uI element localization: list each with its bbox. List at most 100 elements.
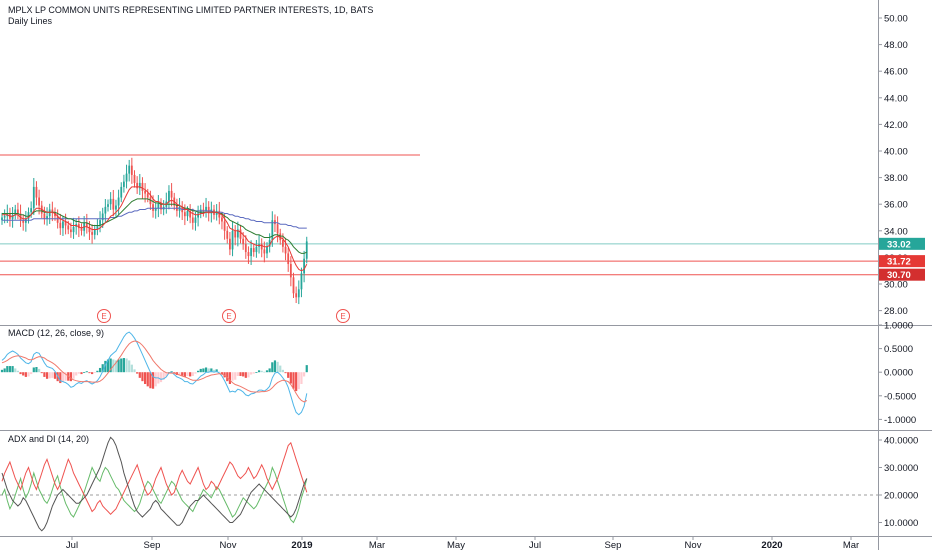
candle-body <box>218 210 221 218</box>
candle-body <box>186 210 189 217</box>
candle-body <box>202 209 205 211</box>
candle-body <box>11 214 14 219</box>
chart-title: MPLX LP COMMON UNITS REPRESENTING LIMITE… <box>8 5 374 15</box>
candle-body <box>236 229 239 238</box>
candle-body <box>215 210 218 215</box>
candle-body <box>168 190 170 202</box>
macd-histogram-bar <box>239 372 242 376</box>
candle-body <box>128 165 131 174</box>
macd-histogram-bar <box>159 372 163 383</box>
candle-body <box>239 229 242 239</box>
macd-histogram-bar <box>276 361 279 373</box>
macd-histogram-bar <box>24 372 27 377</box>
macd-histogram-bar <box>40 372 43 374</box>
candle-body <box>276 224 279 234</box>
macd-histogram-bar <box>38 368 41 373</box>
earnings-marker <box>97 309 111 323</box>
macd-tick-label: -0.5000 <box>884 391 916 402</box>
macd-histogram-bar <box>106 359 110 373</box>
di-minus-line <box>1 441 308 516</box>
macd-histogram-bar <box>43 372 46 377</box>
macd-histogram-bar <box>234 372 237 380</box>
candle-body <box>250 248 252 257</box>
macd-histogram-bar <box>53 372 57 379</box>
candle-body <box>191 217 194 223</box>
candle-body <box>51 209 54 213</box>
candle-body <box>229 238 231 250</box>
macd-histogram-bar <box>141 372 144 382</box>
macd-histogram-bar <box>165 372 168 377</box>
candle-body <box>117 197 120 206</box>
candle-body <box>226 230 229 239</box>
macd-histogram-bar <box>252 372 255 374</box>
candle-body <box>46 216 48 219</box>
macd-histogram-bar <box>3 368 6 373</box>
macd-histogram-bar <box>125 358 128 373</box>
candle-body <box>96 225 99 230</box>
macd-histogram-bar <box>120 358 123 373</box>
macd-tick-label: 1.0000 <box>884 321 913 332</box>
macd-histogram-bar <box>14 368 17 373</box>
candle-body <box>67 225 70 230</box>
candle-body <box>1 217 3 221</box>
macd-histogram-bar <box>305 365 308 373</box>
candle-body <box>56 216 59 223</box>
macd-histogram-bar <box>48 372 51 379</box>
candle-body <box>247 252 250 257</box>
macd-histogram-bar <box>223 372 226 378</box>
macd-histogram-bar <box>19 372 22 375</box>
macd-histogram-bar <box>75 372 78 376</box>
candle-body <box>17 209 19 214</box>
macd-histogram-bar <box>130 364 133 373</box>
macd-histogram-bar <box>88 372 91 374</box>
candle-body <box>130 165 133 175</box>
price-tick-label: 28.00 <box>884 306 908 317</box>
candle-body <box>287 253 290 265</box>
candle-body <box>112 198 115 210</box>
macd-histogram-bar <box>64 372 67 381</box>
macd-histogram-bar <box>263 371 266 373</box>
adx-tick-label: 30.0000 <box>884 463 918 474</box>
macd-histogram-bar <box>242 372 245 377</box>
candle-body <box>223 221 226 231</box>
candle-body <box>183 212 186 217</box>
macd-histogram-bar <box>189 372 192 377</box>
earnings-marker <box>222 309 236 323</box>
candle-body <box>260 244 263 250</box>
macd-histogram-bar <box>109 358 112 373</box>
macd-histogram-bar <box>128 360 131 373</box>
candle-body <box>289 264 292 278</box>
earnings-marker <box>336 309 350 323</box>
macd-histogram-bar <box>61 372 65 382</box>
time-tick-label: Sep <box>144 540 161 550</box>
time-tick-label: 2019 <box>291 540 312 550</box>
candle-body <box>274 220 276 225</box>
candle-body <box>107 204 109 207</box>
candle-body <box>244 244 247 253</box>
macd-histogram-bar <box>279 365 282 373</box>
earnings-marker-label: E <box>340 312 345 321</box>
time-tick-label: Nov <box>685 540 702 550</box>
macd-histogram-bar <box>138 372 141 378</box>
price-tick-label: 50.00 <box>884 14 908 25</box>
macd-histogram-bar <box>284 372 287 374</box>
adx-tick-label: 40.0000 <box>884 436 918 447</box>
candle-body <box>77 224 80 229</box>
macd-histogram-bar <box>117 359 120 373</box>
macd-histogram-bar <box>281 369 284 373</box>
macd-histogram-bar <box>197 370 200 373</box>
macd-histogram-bar <box>59 372 62 384</box>
price-tick-label: 34.00 <box>884 226 908 237</box>
time-tick-label: 2020 <box>761 540 782 550</box>
candle-body <box>160 202 162 210</box>
macd-histogram-bar <box>80 372 83 375</box>
macd-histogram-bar <box>151 372 155 389</box>
macd-histogram-bar <box>35 367 38 373</box>
macd-histogram-bar <box>11 366 14 373</box>
candle-body <box>189 210 192 218</box>
candle-body <box>70 229 72 233</box>
macd-tick-label: 0.5000 <box>884 344 913 355</box>
candle-body <box>3 216 6 218</box>
macd-histogram-bar <box>181 372 184 376</box>
candle-body <box>62 221 64 229</box>
